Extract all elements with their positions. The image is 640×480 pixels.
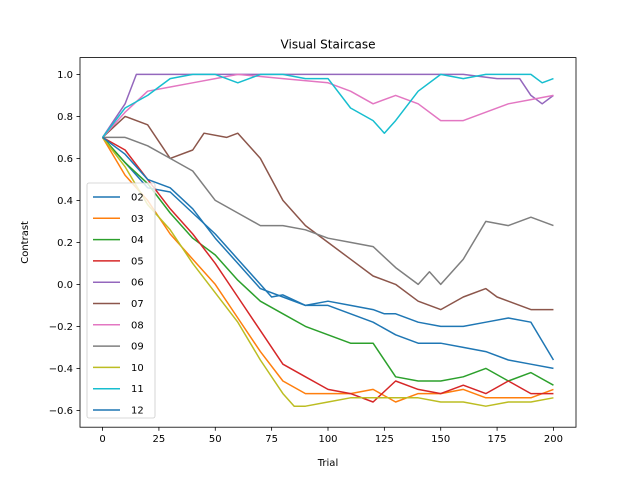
x-tick-label: 150 — [431, 434, 450, 445]
x-tick-label: 125 — [375, 434, 394, 445]
legend-label-07: 07 — [131, 299, 144, 310]
chart-title: Visual Staircase — [281, 38, 376, 52]
x-axis: 0 25 50 75 100 125 150 175 200 — [99, 427, 563, 445]
series-line-06 — [101, 73, 554, 138]
y-tick-label: 0.6 — [57, 154, 73, 165]
y-tick-label: 0.8 — [57, 112, 73, 123]
series-line-07 — [102, 115, 554, 311]
y-tick-label: −0.4 — [49, 364, 73, 375]
x-tick-label: 100 — [318, 434, 337, 445]
legend-label-11: 11 — [131, 384, 144, 395]
x-tick-label: 25 — [153, 434, 166, 445]
x-tick-label: 0 — [99, 434, 105, 445]
y-tick-label: 1.0 — [57, 70, 73, 81]
series-line-05 — [102, 136, 554, 403]
legend-label-10: 10 — [131, 363, 144, 374]
legend-box — [86, 182, 156, 419]
legend: 02 03 04 05 06 07 08 09 10 11 12 — [86, 182, 156, 419]
x-tick-label: 75 — [265, 434, 278, 445]
legend-label-03: 03 — [131, 214, 144, 225]
series-line-09 — [102, 136, 554, 286]
y-tick-label: 0.0 — [57, 280, 73, 291]
legend-label-04: 04 — [131, 235, 144, 246]
y-axis: −0.6 −0.4 −0.2 0.0 0.2 0.4 0.6 0.8 1.0 — [49, 70, 80, 417]
series-line-10 — [101, 136, 554, 407]
y-axis-label: Contrast — [20, 221, 31, 264]
y-tick-label: −0.6 — [49, 406, 73, 417]
legend-label-12: 12 — [131, 406, 144, 417]
series-line-02 — [101, 136, 555, 361]
series-line-11 — [101, 73, 554, 138]
legend-label-05: 05 — [131, 256, 144, 267]
legend-label-08: 08 — [131, 320, 144, 331]
series-line-12 — [102, 136, 554, 370]
x-tick-label: 200 — [544, 434, 563, 445]
legend-label-06: 06 — [131, 278, 144, 289]
series-line-08 — [101, 73, 554, 138]
x-tick-label: 50 — [209, 434, 222, 445]
series-line-03 — [101, 137, 554, 403]
y-tick-label: 0.2 — [57, 238, 73, 249]
y-tick-label: −0.2 — [49, 322, 73, 333]
plot-lines — [101, 73, 555, 407]
legend-label-09: 09 — [131, 342, 144, 353]
x-axis-label: Trial — [317, 458, 338, 469]
series-line-04 — [101, 136, 554, 386]
x-tick-label: 175 — [488, 434, 507, 445]
legend-label-02: 02 — [131, 193, 144, 204]
y-tick-label: 0.4 — [57, 196, 73, 207]
